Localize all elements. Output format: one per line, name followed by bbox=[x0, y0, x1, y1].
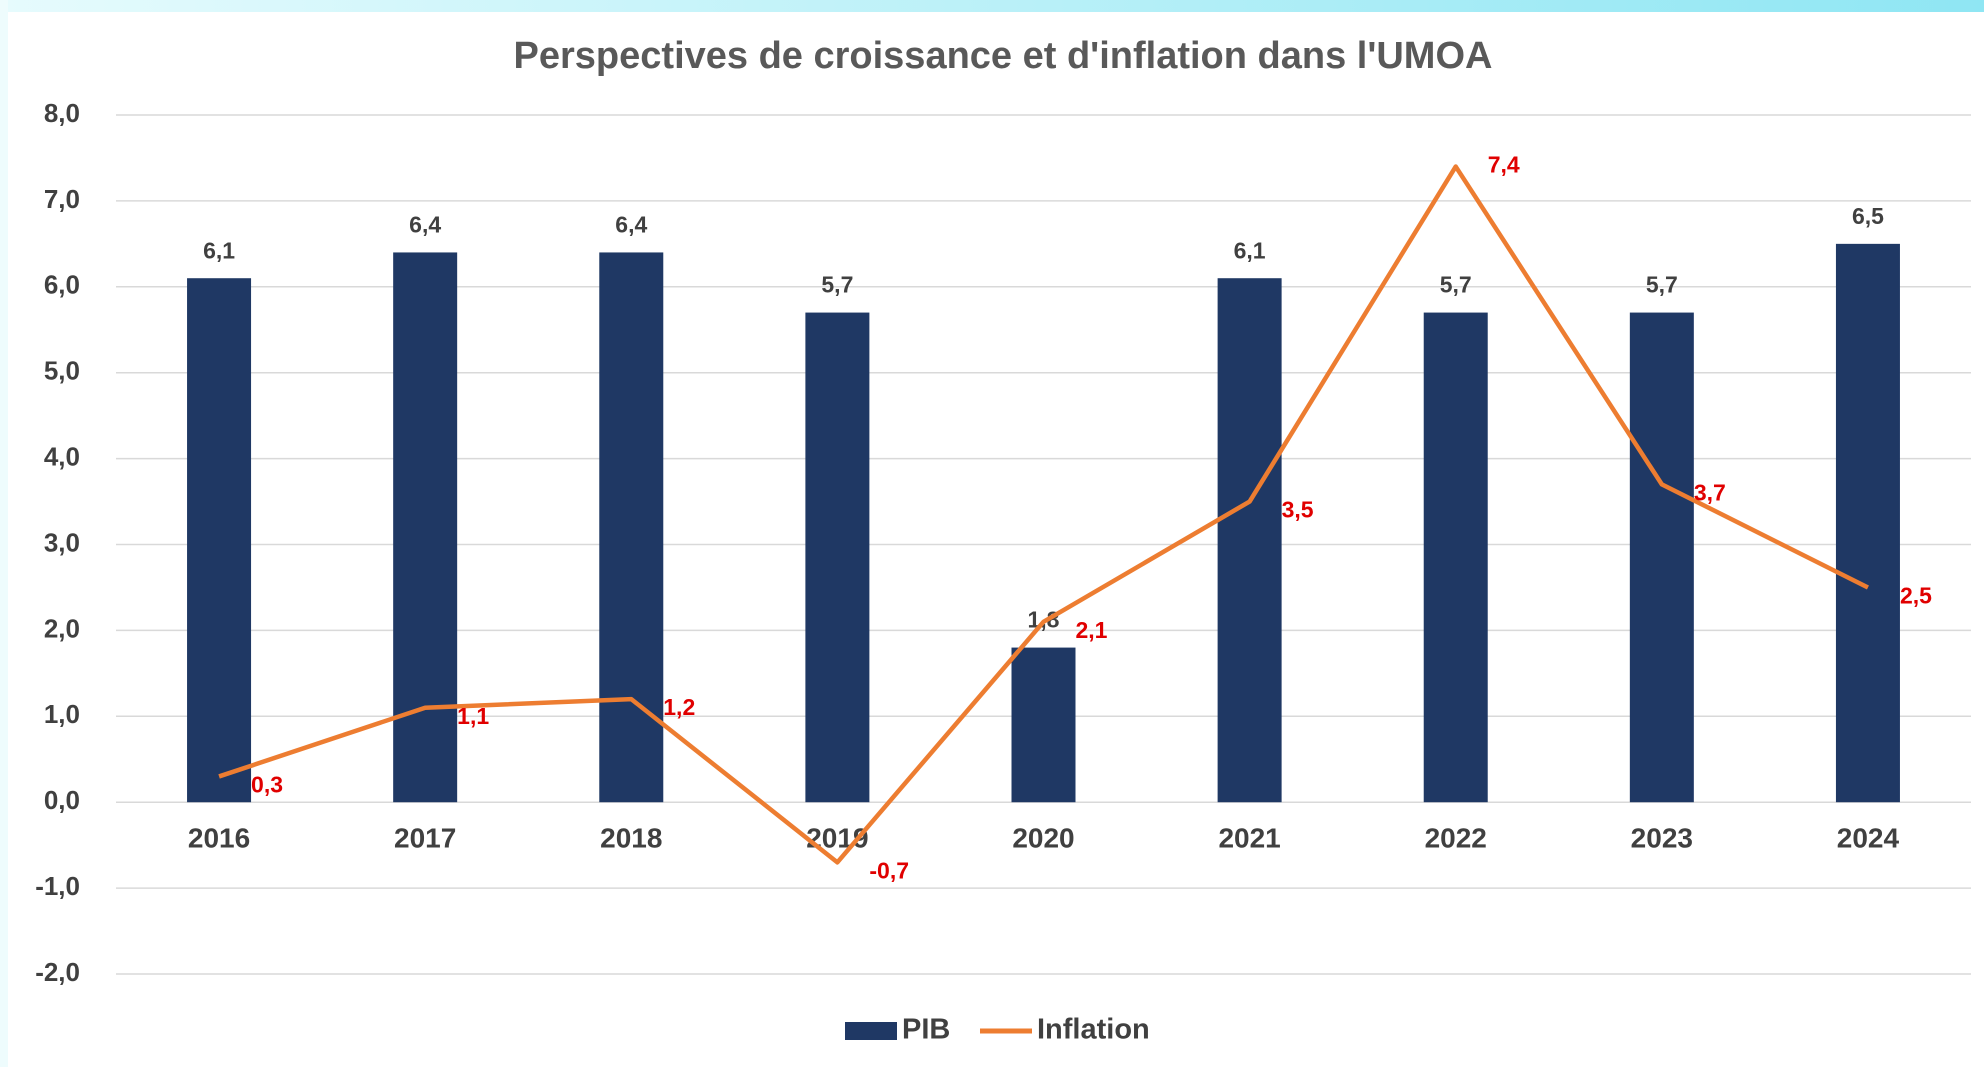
bar bbox=[1835, 243, 1900, 803]
top-band bbox=[0, 0, 1984, 12]
bar-label: 6,4 bbox=[409, 212, 441, 238]
line-label: 1,2 bbox=[663, 694, 695, 720]
y-tick-label: 7,0 bbox=[44, 184, 80, 214]
bar bbox=[805, 312, 870, 803]
line-label: 2,1 bbox=[1076, 617, 1108, 643]
bar-label: 6,1 bbox=[1234, 237, 1266, 263]
y-tick-label: 2,0 bbox=[44, 613, 80, 643]
left-band bbox=[0, 0, 8, 1067]
x-tick-label: 2018 bbox=[600, 822, 662, 853]
y-tick-label: 0,0 bbox=[44, 785, 80, 815]
bar bbox=[599, 252, 664, 803]
y-tick-label: -2,0 bbox=[35, 957, 80, 987]
bar bbox=[393, 252, 458, 803]
bar-label: 5,7 bbox=[1440, 272, 1472, 298]
y-tick-label: 6,0 bbox=[44, 270, 80, 300]
x-tick-label: 2017 bbox=[394, 822, 456, 853]
line bbox=[218, 164, 1869, 865]
y-tick-label: 5,0 bbox=[44, 356, 80, 386]
bar bbox=[1217, 278, 1282, 803]
bar-label: 6,4 bbox=[615, 212, 647, 238]
bar bbox=[1629, 312, 1694, 803]
bar-label: 6,5 bbox=[1852, 203, 1884, 229]
chart-title: Perspectives de croissance et d'inflatio… bbox=[514, 35, 1493, 77]
y-tick-label: -1,0 bbox=[35, 871, 80, 901]
legend-swatch bbox=[845, 1022, 897, 1040]
y-tick-label: 8,0 bbox=[44, 98, 80, 128]
legend-label: Inflation bbox=[1037, 1014, 1150, 1046]
bar bbox=[187, 278, 252, 803]
bar bbox=[1011, 647, 1076, 803]
x-tick-label: 2021 bbox=[1218, 822, 1280, 853]
line-label: 7,4 bbox=[1488, 152, 1520, 178]
x-tick-label: 2020 bbox=[1012, 822, 1074, 853]
x-tick-label: 2022 bbox=[1425, 822, 1487, 853]
bar bbox=[1423, 312, 1488, 803]
x-tick-label: 2024 bbox=[1837, 822, 1900, 853]
bar-label: 5,7 bbox=[821, 272, 853, 298]
line-label: 0,3 bbox=[251, 772, 283, 798]
line-label: -0,7 bbox=[869, 857, 909, 883]
line-label: 3,7 bbox=[1694, 479, 1726, 505]
line-label: 3,5 bbox=[1282, 497, 1314, 523]
y-tick-label: 4,0 bbox=[44, 441, 80, 471]
y-tick-label: 3,0 bbox=[44, 527, 80, 557]
bar-label: 5,7 bbox=[1646, 272, 1678, 298]
line-label: 2,5 bbox=[1900, 583, 1932, 609]
bar-label: 6,1 bbox=[203, 237, 235, 263]
y-tick-label: 1,0 bbox=[44, 699, 80, 729]
x-tick-label: 2023 bbox=[1631, 822, 1693, 853]
x-tick-label: 2016 bbox=[188, 822, 250, 853]
legend-label: PIB bbox=[902, 1014, 950, 1046]
line-label: 1,1 bbox=[457, 703, 489, 729]
